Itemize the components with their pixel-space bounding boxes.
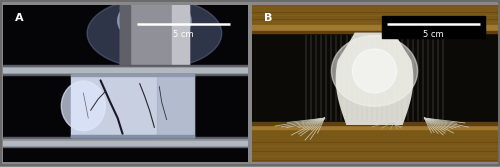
Bar [252, 124, 498, 129]
Bar [2, 65, 248, 75]
Text: 5 cm: 5 cm [423, 30, 444, 39]
Bar [2, 137, 248, 147]
Bar [252, 122, 498, 125]
Ellipse shape [352, 49, 397, 93]
Text: A: A [15, 13, 24, 23]
Bar [71, 74, 194, 76]
Bar [252, 31, 498, 33]
Bar [252, 127, 498, 162]
Bar [252, 5, 498, 27]
Ellipse shape [62, 81, 106, 131]
Bar [252, 25, 498, 32]
Text: 5 cm: 5 cm [174, 30, 194, 39]
Bar [2, 67, 248, 73]
Ellipse shape [118, 0, 191, 44]
Bar [71, 75, 194, 137]
Ellipse shape [87, 0, 222, 69]
Text: B: B [264, 13, 272, 23]
Bar [2, 141, 248, 145]
Polygon shape [336, 33, 412, 124]
Ellipse shape [332, 36, 418, 106]
Bar [120, 5, 130, 65]
Bar [382, 16, 485, 38]
Bar [2, 139, 248, 146]
Bar [71, 135, 194, 137]
Bar [172, 5, 188, 65]
Bar [120, 5, 188, 65]
Bar [157, 75, 194, 137]
Bar [2, 68, 248, 72]
